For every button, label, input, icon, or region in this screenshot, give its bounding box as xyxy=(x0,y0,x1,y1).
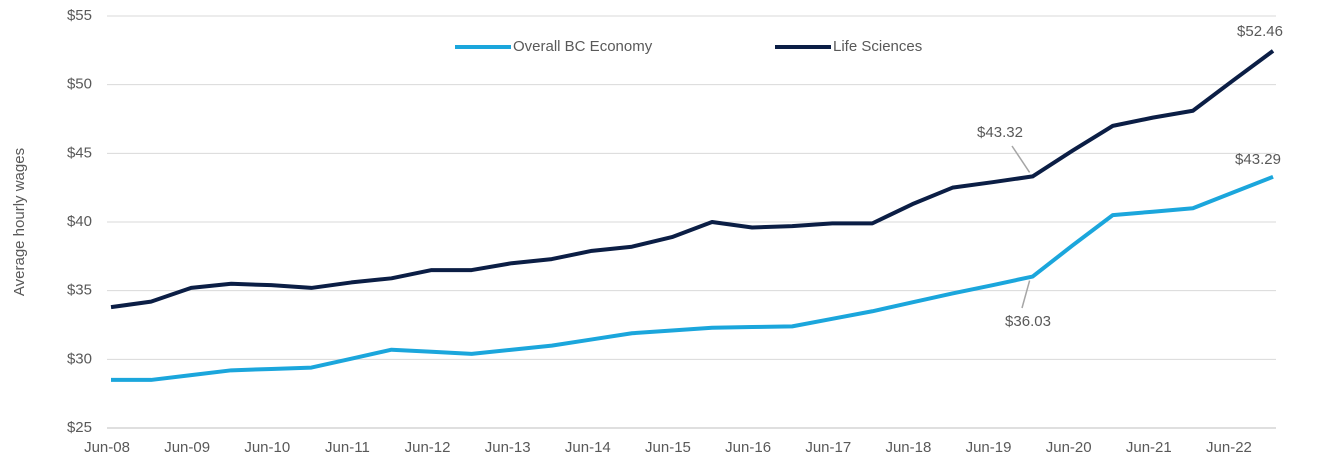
x-tick-label: Jun-10 xyxy=(244,439,290,456)
series-line xyxy=(111,174,1274,382)
data-label: $43.32 xyxy=(977,124,1023,141)
x-tick-label: Jun-20 xyxy=(1046,439,1092,456)
data-label: $43.29 xyxy=(1235,151,1281,168)
x-tick-label: Jun-22 xyxy=(1206,439,1252,456)
x-tick-label: Jun-18 xyxy=(885,439,931,456)
y-tick-label: $35 xyxy=(67,282,92,299)
y-tick-label: $30 xyxy=(67,350,92,367)
x-tick-label: Jun-11 xyxy=(325,439,370,456)
series-line xyxy=(110,49,1275,310)
y-tick-label: $50 xyxy=(67,76,92,93)
x-tick-label: Jun-17 xyxy=(805,439,851,456)
x-tick-label: Jun-14 xyxy=(565,439,611,456)
x-tick-label: Jun-08 xyxy=(84,439,130,456)
x-tick-label: Jun-19 xyxy=(966,439,1012,456)
y-tick-label: $55 xyxy=(67,7,92,24)
data-label: $36.03 xyxy=(1005,313,1051,330)
x-tick-label: Jun-16 xyxy=(725,439,771,456)
x-tick-label: Jun-12 xyxy=(405,439,451,456)
legend-label: Overall BC Economy xyxy=(513,38,653,55)
y-tick-label: $40 xyxy=(67,213,92,230)
leader-line xyxy=(1021,280,1031,309)
x-tick-label: Jun-21 xyxy=(1126,439,1172,456)
x-tick-label: Jun-13 xyxy=(485,439,531,456)
y-axis-label: Average hourly wages xyxy=(11,148,28,296)
legend-label: Life Sciences xyxy=(833,38,922,55)
x-tick-label: Jun-15 xyxy=(645,439,691,456)
leader-line xyxy=(1011,145,1031,173)
y-tick-label: $45 xyxy=(67,144,92,161)
data-label: $52.46 xyxy=(1237,23,1283,40)
y-tick-label: $25 xyxy=(67,419,92,436)
x-tick-label: Jun-09 xyxy=(164,439,210,456)
